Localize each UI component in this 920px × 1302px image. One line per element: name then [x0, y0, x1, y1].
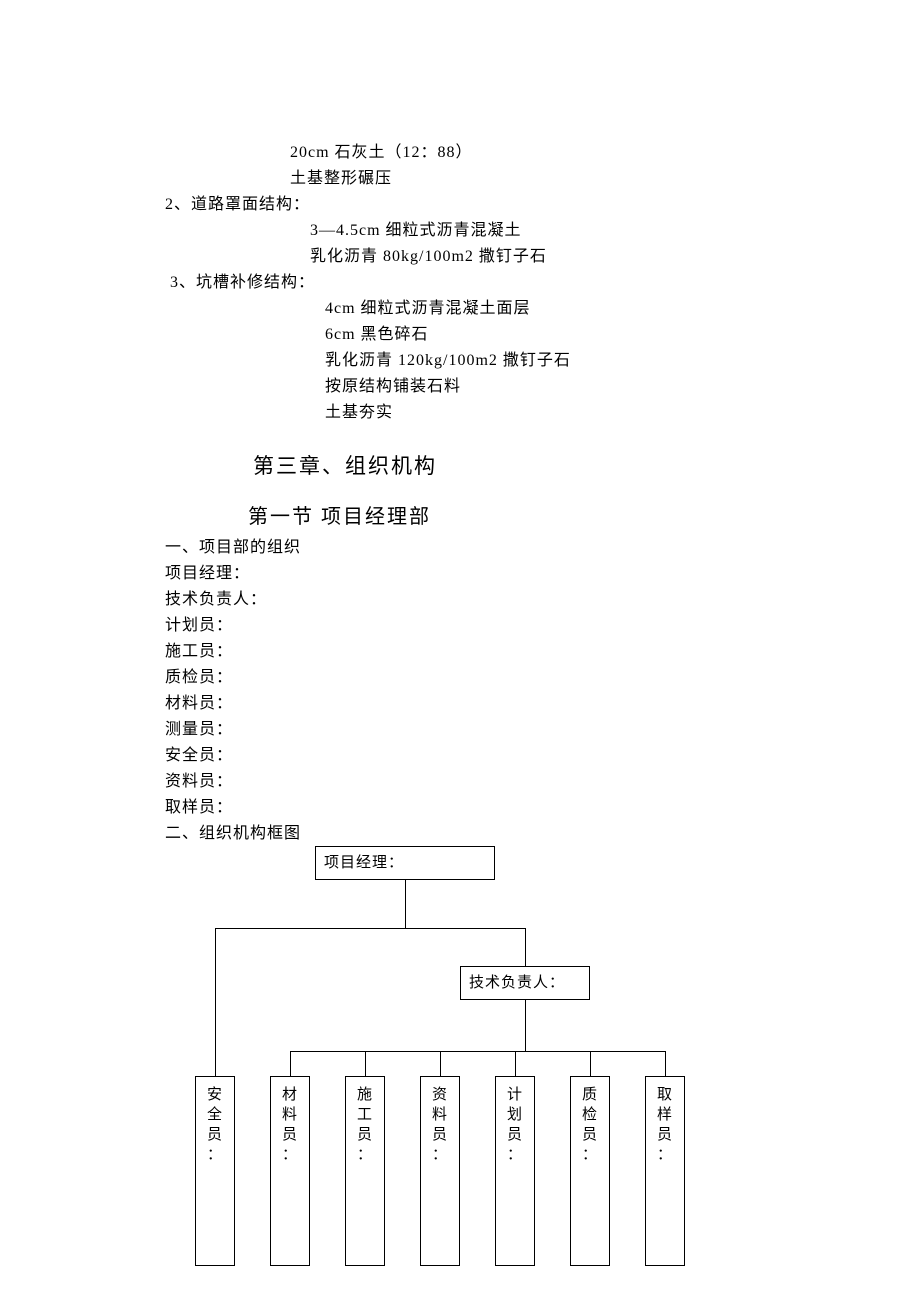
text-line: 20cm 石灰土（12：88）: [0, 140, 920, 166]
org-leaf-node: 施工员：: [345, 1076, 385, 1266]
text-line: 6cm 黑色碎石: [0, 322, 920, 348]
text-line: 技术负责人：: [0, 587, 920, 613]
org-chart: 项目经理：技术负责人：安全员：材料员：施工员：资料员：计划员：质检员：取样员：: [195, 846, 755, 1256]
text-line: 土基整形碾压: [0, 166, 920, 192]
org-leaf-node: 安全员：: [195, 1076, 235, 1266]
text-line: 3—4.5cm 细粒式沥青混凝土: [0, 218, 920, 244]
org-leaf-node: 质检员：: [570, 1076, 610, 1266]
org-tech-node: 技术负责人：: [460, 966, 590, 1000]
section-heading: 第一节 项目经理部: [0, 500, 920, 529]
text-line: 质检员：: [0, 665, 920, 691]
text-line: 二、组织机构框图: [0, 821, 920, 847]
text-line: 一、项目部的组织: [0, 535, 920, 561]
text-line: 3、坑槽补修结构：: [0, 270, 920, 296]
text-line: 按原结构铺装石料: [0, 374, 920, 400]
text-line: 材料员：: [0, 691, 920, 717]
text-line: 2、道路罩面结构：: [0, 192, 920, 218]
text-line: 乳化沥青 120kg/100m2 撒钉子石: [0, 348, 920, 374]
org-leaf-node: 取样员：: [645, 1076, 685, 1266]
text-line: 土基夯实: [0, 400, 920, 426]
text-line: 项目经理：: [0, 561, 920, 587]
text-line: 测量员：: [0, 717, 920, 743]
text-line: 施工员：: [0, 639, 920, 665]
text-line: 乳化沥青 80kg/100m2 撒钉子石: [0, 244, 920, 270]
text-line: 安全员：: [0, 743, 920, 769]
text-line: 资料员：: [0, 769, 920, 795]
org-leaf-node: 材料员：: [270, 1076, 310, 1266]
text-line: 计划员：: [0, 613, 920, 639]
org-leaf-node: 计划员：: [495, 1076, 535, 1266]
text-line: 4cm 细粒式沥青混凝土面层: [0, 296, 920, 322]
chapter-heading: 第三章、组织机构: [0, 450, 920, 480]
org-root-node: 项目经理：: [315, 846, 495, 880]
text-line: 取样员：: [0, 795, 920, 821]
org-leaf-node: 资料员：: [420, 1076, 460, 1266]
